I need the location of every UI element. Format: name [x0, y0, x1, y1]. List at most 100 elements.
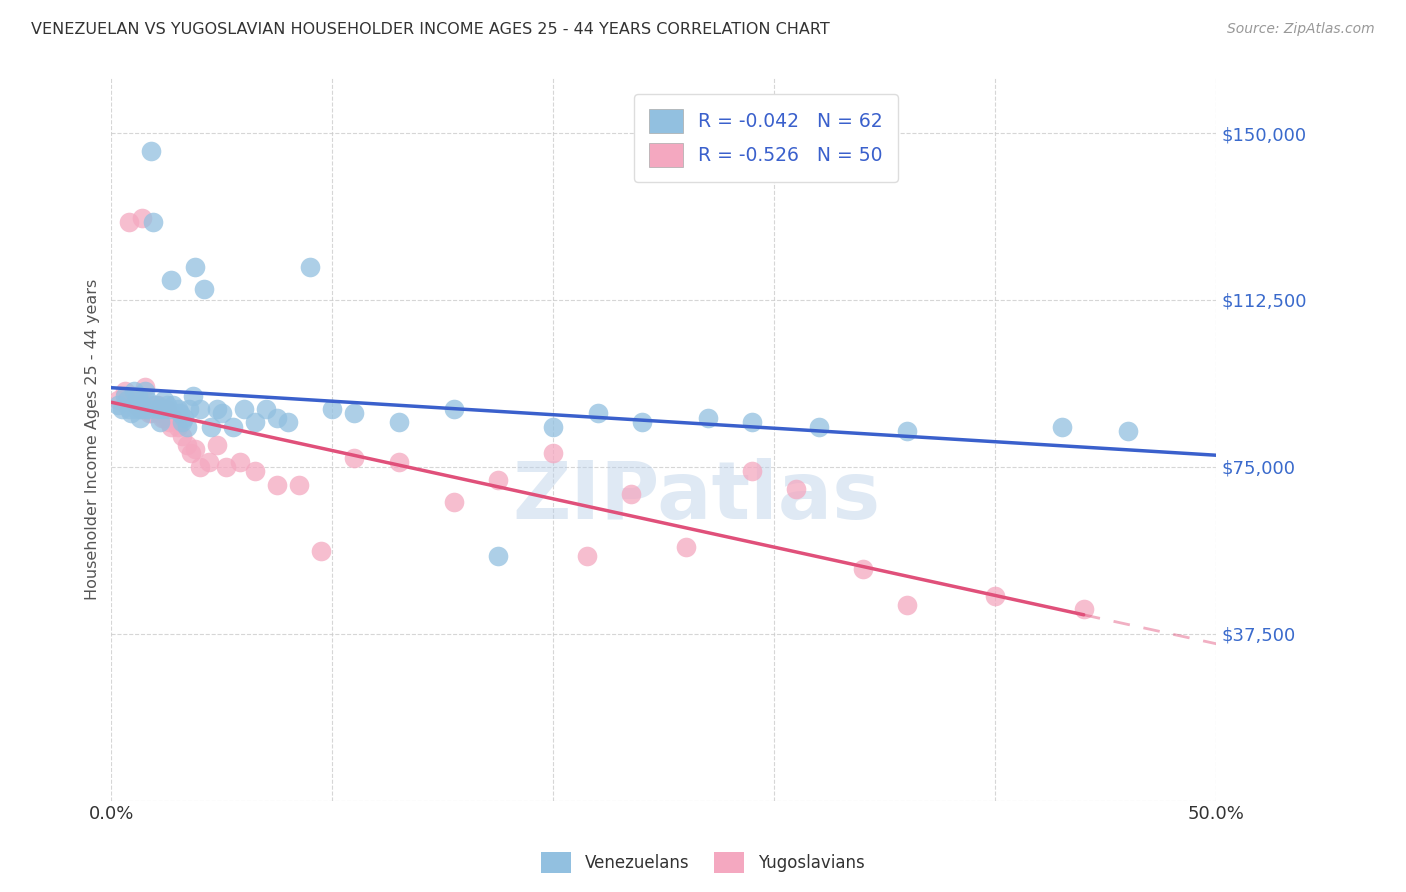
Point: [215, 459, 238, 474]
Point: [135, 393, 157, 408]
Point: [138, 406, 160, 420]
Point: [543, 446, 565, 460]
Point: [388, 455, 411, 469]
Point: [118, 402, 141, 417]
Point: [443, 495, 465, 509]
Point: [486, 549, 509, 563]
Point: [142, 215, 165, 229]
Point: [141, 144, 163, 158]
Point: [162, 398, 184, 412]
Point: [785, 482, 807, 496]
Point: [149, 406, 172, 420]
Point: [896, 598, 918, 612]
Point: [184, 260, 207, 274]
Point: [141, 406, 163, 420]
Text: Source: ZipAtlas.com: Source: ZipAtlas.com: [1227, 22, 1375, 37]
Point: [343, 450, 366, 465]
Point: [115, 393, 138, 408]
Point: [697, 410, 720, 425]
Text: VENEZUELAN VS YUGOSLAVIAN HOUSEHOLDER INCOME AGES 25 - 44 YEARS CORRELATION CHAR: VENEZUELAN VS YUGOSLAVIAN HOUSEHOLDER IN…: [31, 22, 830, 37]
Point: [575, 549, 598, 563]
Point: [149, 415, 172, 429]
Point: [160, 419, 183, 434]
Point: [145, 402, 167, 417]
Point: [181, 389, 204, 403]
Point: [129, 402, 152, 417]
Point: [486, 473, 509, 487]
Point: [1073, 602, 1095, 616]
Point: [157, 415, 180, 429]
Point: [176, 419, 198, 434]
Point: [150, 410, 173, 425]
Point: [176, 437, 198, 451]
Point: [125, 402, 148, 417]
Point: [146, 402, 169, 417]
Point: [153, 410, 176, 425]
Point: [188, 459, 211, 474]
Text: ZIPatlas: ZIPatlas: [513, 458, 882, 536]
Point: [675, 540, 697, 554]
Point: [277, 415, 299, 429]
Point: [157, 402, 180, 417]
Point: [1050, 419, 1073, 434]
Point: [145, 398, 167, 412]
Point: [134, 402, 156, 417]
Point: [111, 402, 134, 417]
Point: [169, 406, 191, 420]
Point: [180, 446, 202, 460]
Point: [741, 464, 763, 478]
Point: [254, 402, 277, 417]
Point: [543, 419, 565, 434]
Point: [630, 415, 652, 429]
Point: [146, 398, 169, 412]
Point: [122, 384, 145, 399]
Point: [1116, 424, 1139, 438]
Point: [243, 464, 266, 478]
Point: [207, 437, 229, 451]
Point: [173, 410, 195, 425]
Point: [620, 486, 643, 500]
Point: [135, 398, 157, 412]
Point: [197, 455, 219, 469]
Point: [741, 415, 763, 429]
Point: [288, 477, 311, 491]
Point: [162, 410, 184, 425]
Point: [134, 384, 156, 399]
Point: [266, 410, 288, 425]
Point: [243, 415, 266, 429]
Point: [134, 380, 156, 394]
Y-axis label: Householder Income Ages 25 - 44 years: Householder Income Ages 25 - 44 years: [86, 278, 100, 599]
Point: [343, 406, 366, 420]
Point: [131, 211, 153, 225]
Point: [156, 402, 179, 417]
Point: [193, 282, 215, 296]
Point: [984, 589, 1007, 603]
Point: [118, 215, 141, 229]
Point: [896, 424, 918, 438]
Point: [266, 477, 288, 491]
Point: [114, 389, 136, 403]
Point: [127, 393, 149, 408]
Point: [807, 419, 830, 434]
Point: [207, 402, 229, 417]
Point: [122, 398, 145, 412]
Point: [177, 402, 200, 417]
Point: [107, 393, 129, 408]
Point: [127, 389, 149, 403]
Legend: Venezuelans, Yugoslavians: Venezuelans, Yugoslavians: [534, 846, 872, 880]
Point: [172, 428, 194, 442]
Point: [311, 544, 333, 558]
Point: [131, 398, 153, 412]
Point: [388, 415, 411, 429]
Point: [222, 419, 245, 434]
Point: [188, 402, 211, 417]
Point: [129, 402, 152, 417]
Point: [114, 384, 136, 399]
Point: [321, 402, 343, 417]
Point: [852, 562, 875, 576]
Point: [150, 402, 173, 417]
Point: [228, 455, 250, 469]
Point: [138, 402, 160, 417]
Point: [443, 402, 465, 417]
Point: [166, 402, 188, 417]
